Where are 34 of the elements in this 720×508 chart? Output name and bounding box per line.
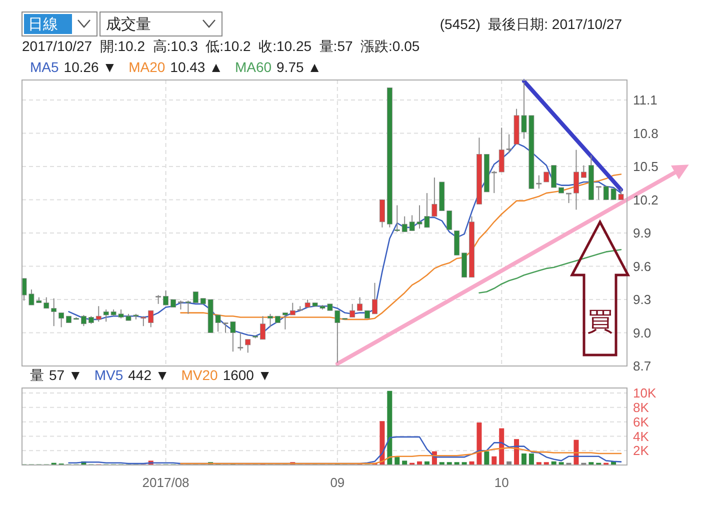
text: 10.26 ▼: [64, 59, 117, 75]
x-tick-label: 10: [494, 475, 509, 490]
y-tick-label: 10.2: [633, 192, 658, 208]
y-tick-label: 10.5: [633, 159, 658, 174]
text: MV5: [94, 367, 124, 383]
y-tick-label: 4K: [633, 428, 650, 444]
text: 2017/10/27 開:10.2 高:10.3 低:10.2 收:10.25 量:57 漲跌:0.05: [22, 38, 420, 54]
text: 1600 ▼: [222, 367, 272, 383]
x-tick-label: 09: [330, 475, 345, 490]
y-tick-label: 8K: [633, 400, 650, 415]
text: 日線: [28, 16, 58, 33]
y-tick-label: 9.9: [633, 226, 652, 241]
y-axis-title: 量: [30, 367, 44, 383]
text: 成交量: [106, 16, 151, 33]
y-tick-label: 2K: [633, 443, 650, 458]
y-tick-label: 8.7: [633, 358, 652, 374]
y-tick-label: 11.1: [633, 92, 658, 108]
text: MA5: [30, 59, 59, 75]
text: 9.75 ▲: [276, 59, 322, 75]
y-tick-label: 9.6: [633, 258, 652, 274]
y-tick-label: 9.0: [633, 325, 652, 340]
y-tick-label: 10K: [633, 386, 656, 401]
y-tick-label: 6K: [633, 414, 650, 430]
text: (5452) 最後日期: 2017/10/27: [440, 16, 622, 32]
y-tick-label: 10.8: [633, 126, 658, 141]
text: MA60: [234, 59, 272, 75]
text: 442 ▼: [128, 367, 170, 383]
text: 10.43 ▲: [170, 59, 223, 75]
text: MV20: [181, 367, 218, 383]
text: MA20: [128, 59, 166, 75]
y-tick-label: 9.3: [633, 292, 652, 308]
text: 57 ▼: [49, 367, 82, 383]
x-tick-label: 2017/08: [142, 475, 190, 490]
annotation: 買: [587, 306, 613, 336]
